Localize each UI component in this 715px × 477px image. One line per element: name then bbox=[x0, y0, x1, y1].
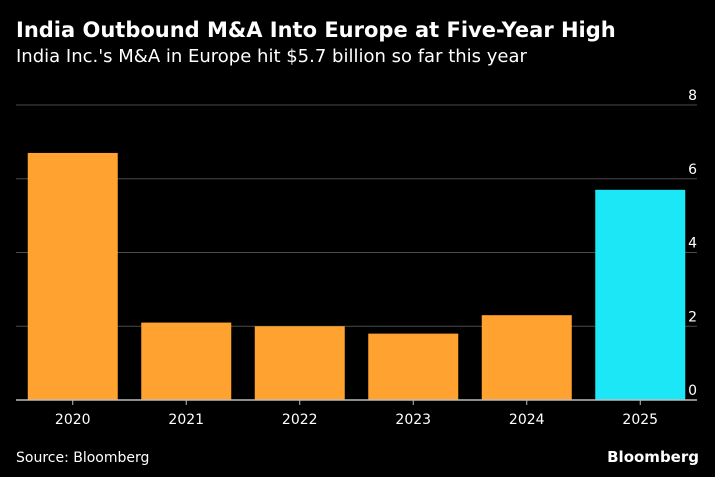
x-tick-label: 2022 bbox=[282, 412, 318, 428]
chart-title: India Outbound M&A Into Europe at Five-Y… bbox=[16, 18, 616, 42]
x-tick-label: 2023 bbox=[395, 412, 431, 428]
x-tick-label: 2024 bbox=[509, 412, 545, 428]
x-tick-label: 2025 bbox=[622, 412, 658, 428]
y-tick-label: 4 bbox=[688, 236, 697, 252]
bar-2023 bbox=[368, 333, 459, 400]
y-tick-label: 6 bbox=[688, 162, 697, 178]
bar-2025 bbox=[595, 189, 686, 400]
y-tick-label: 8 bbox=[688, 88, 697, 104]
source-note: Source: Bloomberg bbox=[16, 450, 150, 466]
bar-2021 bbox=[141, 322, 232, 400]
chart-subtitle: India Inc.'s M&A in Europe hit $5.7 bill… bbox=[16, 46, 527, 67]
y-tick-label: 0 bbox=[688, 383, 697, 399]
bloomberg-logo: Bloomberg bbox=[607, 448, 699, 466]
y-tick-label: 2 bbox=[688, 309, 697, 325]
x-tick-label: 2020 bbox=[55, 412, 91, 428]
bar-2020 bbox=[27, 152, 118, 400]
x-tick-label: 2021 bbox=[168, 412, 204, 428]
bar-2022 bbox=[254, 326, 345, 400]
bar-2024 bbox=[481, 315, 572, 400]
